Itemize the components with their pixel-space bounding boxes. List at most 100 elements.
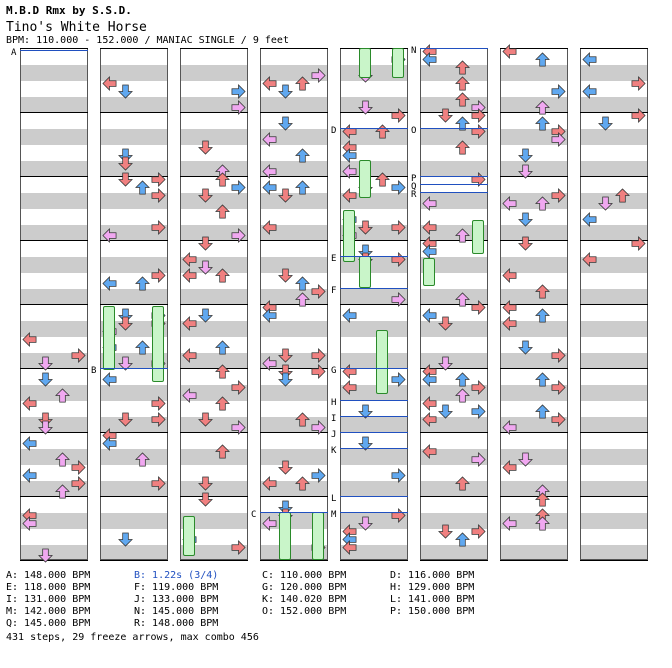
measure-line xyxy=(20,176,88,177)
section-label: F xyxy=(331,286,337,296)
step-arrow-up xyxy=(295,148,310,163)
step-arrow-left xyxy=(582,252,597,267)
step-arrow-left xyxy=(342,308,357,323)
legend-entry: R: 148.000 BPM xyxy=(134,618,219,629)
step-arrow-right xyxy=(391,508,406,523)
step-arrow-left xyxy=(582,52,597,67)
step-arrow-up xyxy=(135,180,150,195)
step-arrow-left xyxy=(422,372,437,387)
step-arrow-down xyxy=(118,84,133,99)
measure-line xyxy=(100,112,168,113)
measure-line xyxy=(180,304,248,305)
measure-line xyxy=(180,560,248,561)
step-arrow-down xyxy=(358,220,373,235)
step-arrow-left xyxy=(422,52,437,67)
measure-line xyxy=(20,48,88,49)
step-arrow-down xyxy=(598,196,613,211)
bpm-change-line xyxy=(340,448,408,449)
step-arrow-right xyxy=(311,364,326,379)
section-label: M xyxy=(331,510,337,520)
step-arrow-right xyxy=(551,84,566,99)
step-arrow-left xyxy=(22,436,37,451)
legend-entry: C: 110.000 BPM xyxy=(262,570,347,581)
measure-line xyxy=(180,112,248,113)
step-arrow-left xyxy=(22,332,37,347)
step-arrow-up xyxy=(55,388,70,403)
step-arrow-left xyxy=(502,420,517,435)
step-arrow-left xyxy=(262,308,277,323)
measure-line xyxy=(500,304,568,305)
measure-line xyxy=(180,368,248,369)
measure-line xyxy=(260,176,328,177)
step-arrow-up xyxy=(535,100,550,115)
measure-line xyxy=(500,368,568,369)
step-arrow-left xyxy=(102,436,117,451)
step-arrow-down xyxy=(358,436,373,451)
legend-entry: D: 116.000 BPM xyxy=(390,570,475,581)
song-artist: M.B.D Rmx by S.S.D. xyxy=(6,4,132,17)
step-arrow-down xyxy=(278,116,293,131)
bpm-change-line xyxy=(340,368,408,369)
step-arrow-left xyxy=(422,308,437,323)
step-arrow-right xyxy=(231,380,246,395)
measure-line xyxy=(100,560,168,561)
measure-line xyxy=(580,176,648,177)
step-arrow-right xyxy=(311,468,326,483)
step-arrow-left xyxy=(262,180,277,195)
step-arrow-up xyxy=(215,268,230,283)
measure-line xyxy=(20,432,88,433)
measure-line xyxy=(260,240,328,241)
step-arrow-up xyxy=(455,92,470,107)
step-arrow-left xyxy=(262,516,277,531)
bpm-change-line xyxy=(420,128,488,129)
step-arrow-down xyxy=(438,524,453,539)
step-arrow-left xyxy=(102,276,117,291)
measure-line xyxy=(420,560,488,561)
step-arrow-down xyxy=(118,148,133,163)
step-arrow-left xyxy=(422,220,437,235)
step-arrow-left xyxy=(502,316,517,331)
section-label: N xyxy=(411,46,417,56)
step-arrow-right xyxy=(631,76,646,91)
step-arrow-right xyxy=(71,348,86,363)
measure-line xyxy=(260,112,328,113)
measure-line xyxy=(500,176,568,177)
measure-line xyxy=(580,432,648,433)
step-arrow-left xyxy=(422,244,437,259)
step-arrow-right xyxy=(151,396,166,411)
measure-line xyxy=(340,176,408,177)
bpm-change-line xyxy=(20,50,88,51)
step-arrow-up xyxy=(135,452,150,467)
legend-entry: A: 148.000 BPM xyxy=(6,570,91,581)
step-arrow-up xyxy=(535,404,550,419)
step-arrow-up xyxy=(295,476,310,491)
measure-line xyxy=(580,112,648,113)
legend-entry: K: 140.020 BPM xyxy=(262,594,347,605)
freeze-arrow xyxy=(423,258,435,286)
step-arrow-left xyxy=(262,164,277,179)
step-arrow-right xyxy=(311,420,326,435)
bpm-change-line xyxy=(100,368,168,369)
measure-line xyxy=(500,496,568,497)
step-arrow-down xyxy=(438,404,453,419)
legend-entry: J: 133.000 BPM xyxy=(134,594,219,605)
section-label: J xyxy=(331,430,337,440)
step-arrow-down xyxy=(38,356,53,371)
measure-line xyxy=(500,112,568,113)
step-arrow-up xyxy=(455,60,470,75)
step-arrow-left xyxy=(262,76,277,91)
step-arrow-up xyxy=(215,364,230,379)
measure-line xyxy=(580,368,648,369)
step-arrow-down xyxy=(198,476,213,491)
step-arrow-up xyxy=(135,276,150,291)
step-arrow-left xyxy=(502,196,517,211)
section-label: B xyxy=(91,366,97,376)
step-arrow-left xyxy=(582,212,597,227)
step-arrow-right xyxy=(231,228,246,243)
freeze-arrow xyxy=(472,220,484,254)
step-arrow-up xyxy=(455,292,470,307)
step-arrow-down xyxy=(358,516,373,531)
measure-line xyxy=(580,240,648,241)
measure-line xyxy=(500,48,568,49)
step-arrow-down xyxy=(278,372,293,387)
